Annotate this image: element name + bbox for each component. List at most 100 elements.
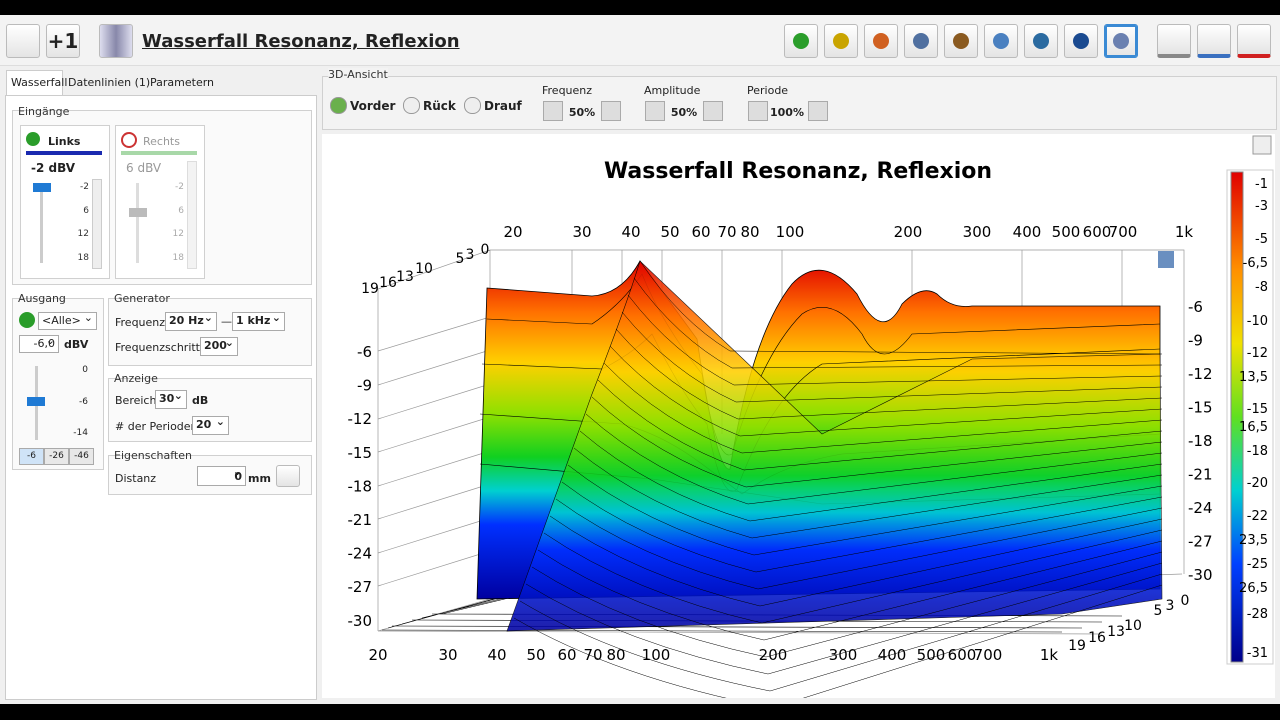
measure-button[interactable] — [276, 465, 300, 487]
meter — [92, 179, 102, 269]
freq-to[interactable]: 1 kHz — [232, 311, 285, 331]
tab[interactable]: Parametern — [150, 76, 215, 89]
tool-button[interactable] — [1104, 24, 1138, 58]
x-tick-label: 20 — [503, 223, 522, 241]
plus-one-button[interactable]: +1 — [46, 24, 80, 58]
tool-button[interactable] — [944, 24, 978, 58]
tool-button[interactable] — [1197, 24, 1231, 58]
stepper-prev[interactable] — [748, 101, 768, 121]
tool-button[interactable] — [1157, 24, 1191, 58]
periods[interactable]: 20 — [192, 415, 229, 435]
tool-button[interactable] — [984, 24, 1018, 58]
depth-label: 5 — [1154, 603, 1163, 619]
channel-value: 6 dBV — [126, 161, 162, 175]
group-legend: Ausgang — [18, 292, 66, 305]
tool-button[interactable] — [824, 24, 858, 58]
top-bar — [0, 0, 1280, 15]
view-icon[interactable] — [464, 97, 481, 114]
slider-tick-label: -2 — [80, 182, 89, 192]
colorbar-label: -5 — [1255, 232, 1268, 247]
meter-button[interactable] — [6, 24, 40, 58]
tab[interactable]: Datenlinien (1) — [68, 76, 151, 89]
view-icon[interactable] — [330, 97, 347, 114]
colorbar-label: -10 — [1247, 314, 1268, 329]
tool-button[interactable] — [864, 24, 898, 58]
group-legend: Eigenschaften — [114, 449, 192, 462]
view-button[interactable]: Drauf — [484, 99, 522, 113]
range[interactable]: 30 — [155, 389, 187, 409]
x-tick-label: 1k — [1040, 646, 1059, 664]
stepper-next[interactable] — [703, 101, 723, 121]
level-button[interactable]: -46 — [69, 448, 94, 465]
steps[interactable]: 200 — [200, 336, 238, 356]
depth-label: 19 — [361, 281, 379, 297]
output-value[interactable]: -6,0 — [19, 334, 59, 353]
slider-thumb[interactable] — [129, 208, 147, 217]
disabled-icon[interactable] — [121, 132, 137, 148]
stepper-value: 50% — [568, 106, 596, 119]
tab-active[interactable]: Wasserfall — [6, 70, 67, 95]
ridge-line — [639, 260, 1163, 355]
stepper-next[interactable] — [601, 101, 621, 121]
tool-button[interactable] — [1237, 24, 1271, 58]
ridge-line — [561, 481, 1163, 573]
slider-tick-label: 6 — [83, 205, 89, 216]
stepper-prev[interactable] — [543, 101, 563, 121]
ridge-line — [573, 447, 1163, 539]
level-button[interactable]: -6 — [19, 448, 44, 465]
x-tick-label: 700 — [1109, 223, 1138, 241]
settings-button[interactable] — [1252, 135, 1272, 155]
slider-track — [40, 183, 43, 263]
distance[interactable]: 0 — [197, 465, 246, 486]
x-tick-label: 50 — [526, 646, 545, 664]
y-tick-label: -12 — [348, 410, 373, 428]
colorbar-label: -28 — [1247, 607, 1268, 622]
ridge-line — [615, 328, 1163, 420]
level-bar — [26, 151, 102, 155]
colorbar-frame — [1226, 169, 1274, 665]
group-legend: Anzeige — [114, 372, 158, 385]
y-tick-label: -9 — [357, 377, 372, 395]
x-tick-label: 80 — [740, 223, 759, 241]
ridge-line — [549, 515, 1163, 607]
tool-button[interactable] — [784, 24, 818, 58]
unit: dB — [192, 394, 209, 407]
ridge-line — [579, 430, 1163, 522]
level-bar — [121, 151, 197, 155]
tool-button[interactable] — [1064, 24, 1098, 58]
x-tick-label: 40 — [487, 646, 506, 664]
tool-button[interactable] — [904, 24, 938, 58]
slider-tick-label: 12 — [172, 229, 184, 239]
stepper-prev[interactable] — [645, 101, 665, 121]
slider-thumb[interactable] — [33, 183, 51, 192]
x-tick-label: 20 — [368, 646, 387, 664]
depth-label: 0 — [1181, 593, 1190, 609]
tool-button[interactable] — [1024, 24, 1058, 58]
slider-thumb[interactable] — [27, 397, 45, 406]
channel-name: Links — [48, 135, 81, 148]
view-button[interactable]: Vorder — [350, 99, 396, 113]
x-tick-label: 700 — [974, 646, 1003, 664]
slider-track — [136, 183, 139, 263]
y-tick-label: -18 — [1188, 432, 1213, 450]
stepper-next[interactable] — [808, 101, 828, 121]
colorbar-label: -3 — [1255, 199, 1268, 214]
output-select[interactable]: <Alle> — [38, 311, 97, 330]
stepper-value: 100% — [770, 106, 804, 119]
level-button[interactable]: -26 — [44, 448, 69, 465]
x-tick-label: 30 — [438, 646, 457, 664]
depth-label: 19 — [1068, 638, 1086, 654]
group-legend: Generator — [114, 292, 170, 305]
check-icon[interactable] — [26, 132, 40, 146]
freq-from[interactable]: 20 Hz — [165, 311, 217, 331]
y-tick-label: -24 — [1188, 499, 1213, 517]
y-tick-label: -21 — [1188, 466, 1213, 484]
x-tick-label: 300 — [829, 646, 858, 664]
colorbar-label: -22 — [1247, 509, 1268, 524]
view-button[interactable]: Rück — [423, 99, 456, 113]
view-icon[interactable] — [403, 97, 420, 114]
colorbar-label: 26,5 — [1239, 581, 1268, 596]
check-icon[interactable] — [19, 312, 35, 328]
ridge-line — [585, 413, 1163, 505]
